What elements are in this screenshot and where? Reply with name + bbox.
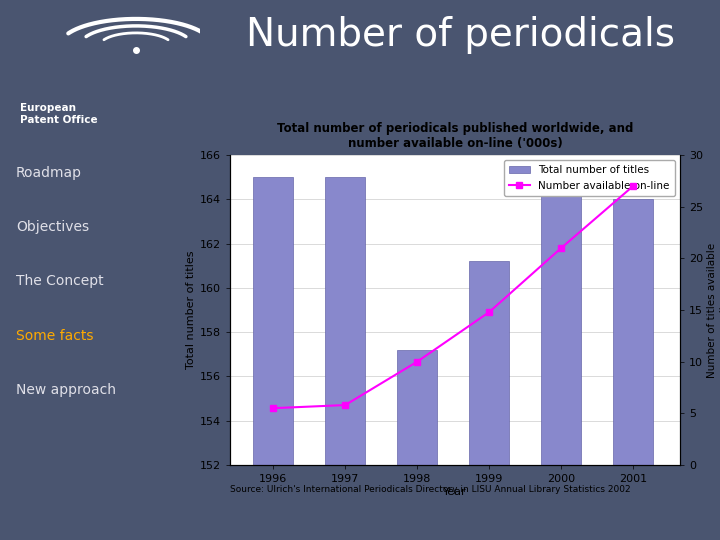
Bar [613, 199, 653, 540]
Text: Source: Ulrich's International Periodicals Directory in LISU Annual Library Stat: Source: Ulrich's International Periodica… [230, 485, 631, 495]
Bar [469, 261, 509, 540]
Text: Some facts: Some facts [16, 328, 94, 342]
Bar [253, 177, 293, 540]
Y-axis label: Total number of titles: Total number of titles [186, 251, 196, 369]
Text: Roadmap: Roadmap [16, 166, 82, 180]
Bar [325, 177, 365, 540]
Text: New approach: New approach [16, 383, 116, 396]
Text: The Concept: The Concept [16, 274, 104, 288]
Text: Number of periodicals: Number of periodicals [246, 16, 675, 54]
Y-axis label: Number of titles available
on-line: Number of titles available on-line [707, 242, 720, 377]
Text: European
Patent Office: European Patent Office [20, 103, 98, 125]
Bar [541, 191, 581, 540]
Text: Objectives: Objectives [16, 220, 89, 234]
X-axis label: Year: Year [444, 487, 467, 497]
Bar [397, 350, 437, 540]
Legend: Total number of titles, Number available on-line: Total number of titles, Number available… [504, 160, 675, 196]
Title: Total number of periodicals published worldwide, and
number available on-line (': Total number of periodicals published wo… [276, 122, 633, 150]
